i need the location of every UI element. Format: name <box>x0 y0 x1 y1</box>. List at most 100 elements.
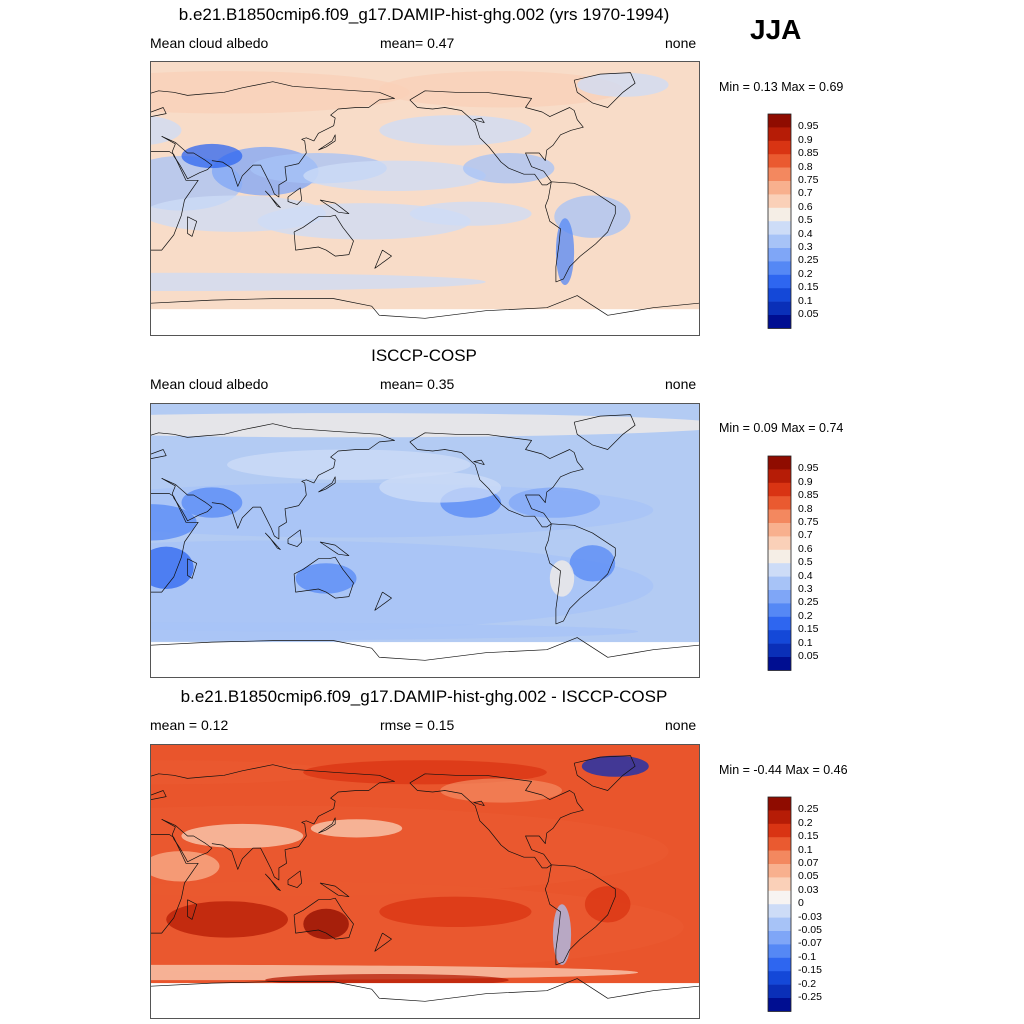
colorbar-tick-label: 0.03 <box>798 883 819 896</box>
panel-2-map-svg <box>151 404 699 677</box>
map-contour-region <box>508 487 601 518</box>
panel-2-mean: mean= 0.35 <box>380 376 455 392</box>
map-contour-region <box>379 71 623 108</box>
colorbar-tick-label: 0.2 <box>798 267 813 280</box>
colorbar-swatch <box>768 616 791 631</box>
coastline <box>187 216 198 237</box>
colorbar-swatch <box>768 167 791 182</box>
colorbar-swatch <box>768 643 791 658</box>
coastline <box>544 523 616 625</box>
colorbar-swatch <box>768 536 791 551</box>
colorbar-tick-label: 0.6 <box>798 542 813 555</box>
map-contour-region <box>409 201 532 226</box>
panel-1-variable-label: Mean cloud albedo <box>150 35 269 51</box>
coastline <box>161 818 213 863</box>
colorbar-tick-label: 0.95 <box>798 462 819 475</box>
colorbar-swatch <box>768 274 791 289</box>
panel-1-minmax: Min = 0.13 Max = 0.69 <box>719 80 844 94</box>
colorbar-outline <box>767 455 792 671</box>
colorbar-tick-label: 0.05 <box>798 650 819 662</box>
coastline <box>151 764 395 881</box>
coastline <box>287 870 303 888</box>
map-contour-region <box>151 71 410 114</box>
coastline <box>264 873 281 891</box>
coastline <box>409 773 584 869</box>
coastline <box>573 72 636 108</box>
coastline <box>409 432 584 528</box>
map-contour-region <box>554 195 631 238</box>
coastline <box>293 214 354 257</box>
colorbar-swatch <box>768 877 791 892</box>
colorbar-swatch <box>768 576 791 591</box>
colorbar-swatch <box>768 864 791 878</box>
colorbar-swatch <box>768 523 791 537</box>
panel-1-title: b.e21.B1850cmip6.f09_g17.DAMIP-hist-ghg.… <box>178 5 670 24</box>
colorbar-swatch <box>768 603 791 618</box>
colorbar-swatch <box>768 469 791 484</box>
panel-3-title: b.e21.B1850cmip6.f09_g17.DAMIP-hist-ghg.… <box>180 687 668 706</box>
colorbar-swatch <box>768 850 791 865</box>
coastline <box>187 899 198 920</box>
colorbar-swatch <box>768 984 791 999</box>
colorbar-tick-label: -0.15 <box>798 964 822 977</box>
coastline <box>319 882 350 898</box>
colorbar-swatch <box>768 630 791 644</box>
colorbar-swatch <box>768 194 791 209</box>
colorbar-tick-label: 0.5 <box>798 214 813 227</box>
colorbar-tick-label: -0.07 <box>798 937 822 950</box>
colorbar-tick-label: 0.15 <box>798 830 819 843</box>
colorbar-swatch <box>768 181 791 195</box>
colorbar-swatch <box>768 944 791 959</box>
colorbar-swatch <box>768 496 791 510</box>
colorbar-tick-label: -0.03 <box>798 910 822 923</box>
colorbar-tick-label: 0.8 <box>798 502 813 515</box>
coastline <box>374 932 392 952</box>
colorbar-swatch <box>768 823 791 838</box>
colorbar-tick-label: 0.7 <box>798 187 813 200</box>
coastline <box>409 90 584 186</box>
map-missing-data-band <box>151 309 699 335</box>
colorbar-swatch <box>768 563 791 577</box>
colorbar-swatch <box>768 971 791 985</box>
colorbar-tick-label: 0.05 <box>798 308 819 320</box>
map-missing-data-band <box>151 983 699 1018</box>
panel-3-colorbar: 0.25 0.2 0.15 0.1 0.07 0.05 0.03 0 -0.03 -0.05 -0.… <box>767 796 847 1014</box>
coastline <box>319 199 350 215</box>
panel-3-mean: mean = 0.12 <box>150 717 229 733</box>
colorbar-swatch <box>768 810 791 825</box>
map-contour-region <box>151 881 684 973</box>
map-contour-region <box>303 908 349 940</box>
coastline <box>573 755 636 791</box>
coastline <box>161 477 213 522</box>
map-contour-region <box>440 778 562 803</box>
coastline <box>264 532 281 550</box>
panel-3-rmse: rmse = 0.15 <box>380 717 455 733</box>
map-contour-region <box>379 896 532 927</box>
colorbar-swatch <box>768 837 791 851</box>
coastline <box>151 493 199 593</box>
colorbar-tick-label: 0.4 <box>798 569 813 582</box>
colorbar-tick-label: 0.4 <box>798 227 813 240</box>
panel-1-map-svg <box>151 62 699 335</box>
panel-2-map <box>150 403 700 678</box>
colorbar-tick-label: 0.75 <box>798 174 819 186</box>
panel-3-map-svg <box>151 745 699 1018</box>
coastline <box>573 414 636 450</box>
coastline <box>318 476 336 493</box>
colorbar-tick-label: 0.95 <box>798 120 819 133</box>
colorbar-outline <box>767 796 792 1012</box>
colorbar-tick-label: 0.7 <box>798 529 813 542</box>
panel-3-minmax: Min = -0.44 Max = 0.46 <box>719 763 848 777</box>
map-contour-region <box>569 545 616 582</box>
map-contour-region <box>581 755 649 777</box>
colorbar-tick-label: 0.5 <box>798 556 813 569</box>
colorbar-swatch <box>768 140 791 155</box>
colorbar-tick-label: 0.6 <box>798 200 813 213</box>
colorbar-tick-label: 0.15 <box>798 623 819 636</box>
colorbar-swatch <box>768 549 791 564</box>
colorbar-tick-label: 0.85 <box>798 489 819 502</box>
coastline <box>151 834 199 934</box>
colorbar-swatch <box>768 127 791 142</box>
colorbar-tick-label: -0.1 <box>798 950 817 963</box>
colorbar-swatch <box>768 207 791 222</box>
